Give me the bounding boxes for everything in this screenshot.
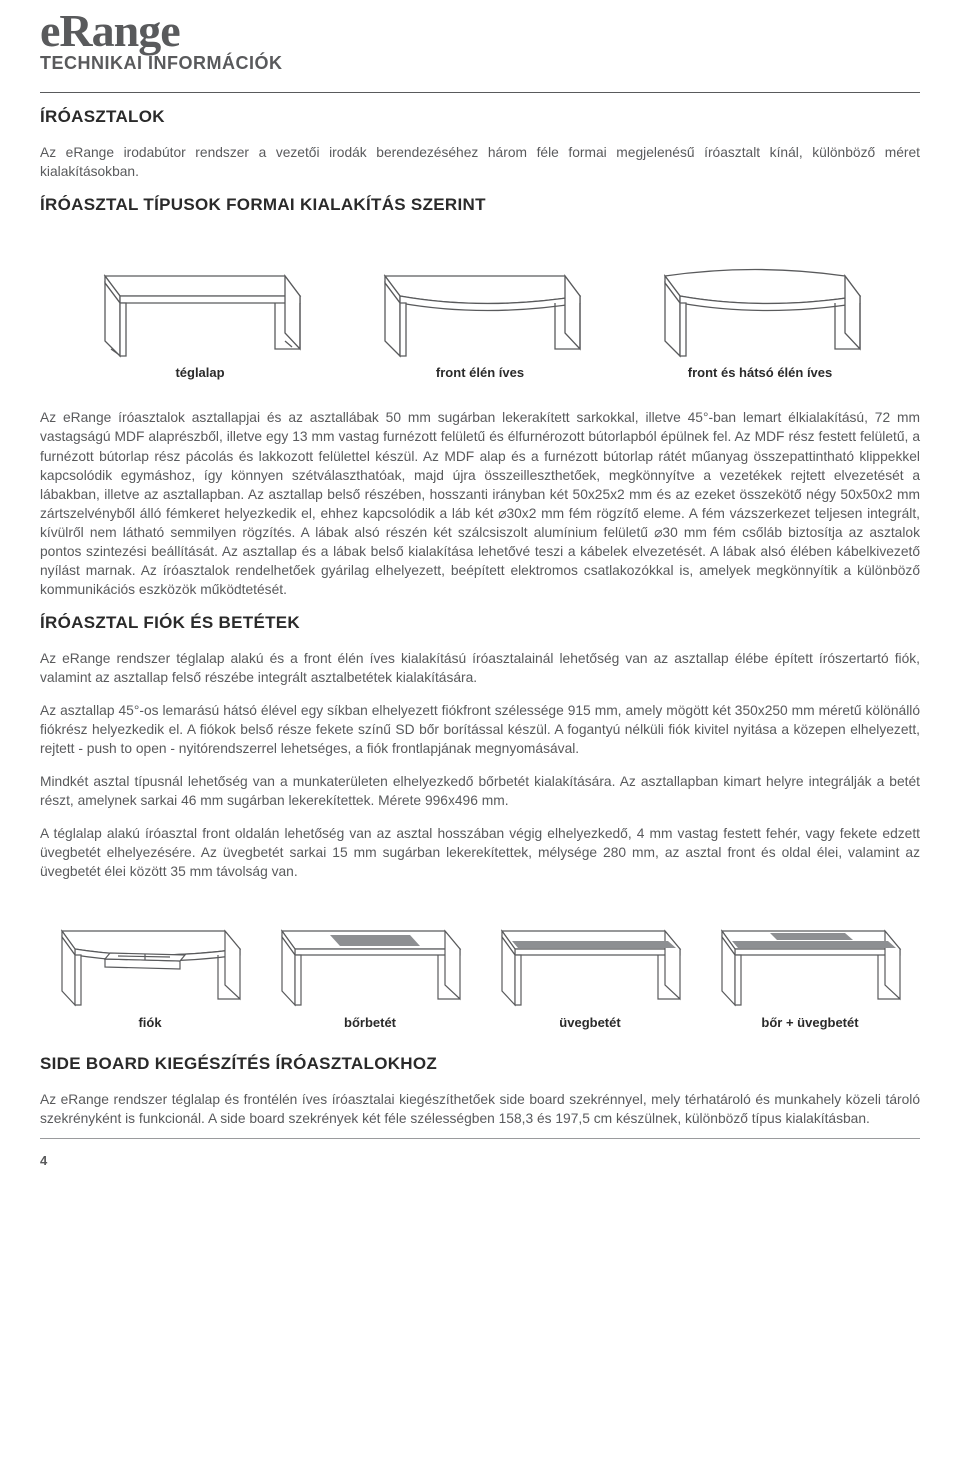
insert-diagram-drawer (40, 901, 260, 1011)
intro-paragraph: Az eRange irodabútor rendszer a vezetői … (40, 143, 920, 181)
sideboard-p1: Az eRange rendszer téglalap és frontélén… (40, 1090, 920, 1128)
insert-diagram-glass (480, 901, 700, 1011)
desk-diagram-row (40, 241, 920, 361)
insert-diagram-leather (260, 901, 480, 1011)
desk-label: front élén íves (340, 365, 620, 380)
section-title-types: ÍRÓASZTAL TÍPUSOK FORMAI KIALAKÍTÁS SZER… (40, 195, 920, 215)
insert-p1: Az eRange rendszer téglalap alakú és a f… (40, 649, 920, 687)
insert-label: bőr + üvegbetét (700, 1015, 920, 1030)
insert-p3: Mindkét asztal típusnál lehetőség van a … (40, 772, 920, 810)
insert-p4: A téglalap alakú íróasztal front oldalán… (40, 824, 920, 881)
section-title-desks: ÍRÓASZTALOK (40, 107, 920, 127)
section-title-inserts: ÍRÓASZTAL FIÓK ÉS BETÉTEK (40, 613, 920, 633)
desk-labels-row: téglalap front élén íves front és hátsó … (40, 365, 920, 380)
divider (40, 92, 920, 93)
divider-bottom (40, 1138, 920, 1139)
desk-label: téglalap (60, 365, 340, 380)
desk-description: Az eRange íróasztalok asztallapjai és az… (40, 408, 920, 598)
page-number: 4 (40, 1153, 920, 1168)
insert-label: üvegbetét (480, 1015, 700, 1030)
insert-labels-row: fiók bőrbetét üvegbetét bőr + üvegbetét (40, 1015, 920, 1030)
desk-diagram-rectangle (60, 241, 340, 361)
desk-diagram-front-curve (340, 241, 620, 361)
desk-diagram-both-curve (620, 241, 900, 361)
page-subheading: TECHNIKAI INFORMÁCIÓK (40, 53, 920, 74)
insert-label: bőrbetét (260, 1015, 480, 1030)
insert-diagram-leather-glass (700, 901, 920, 1011)
insert-p2: Az asztallap 45°-os lemarású hátsó éléve… (40, 701, 920, 758)
brand-logo: eRange (40, 10, 920, 51)
insert-label: fiók (40, 1015, 260, 1030)
insert-diagram-row (40, 901, 920, 1011)
desk-label: front és hátsó élén íves (620, 365, 900, 380)
section-title-sideboard: SIDE BOARD KIEGÉSZÍTÉS ÍRÓASZTALOKHOZ (40, 1054, 920, 1074)
